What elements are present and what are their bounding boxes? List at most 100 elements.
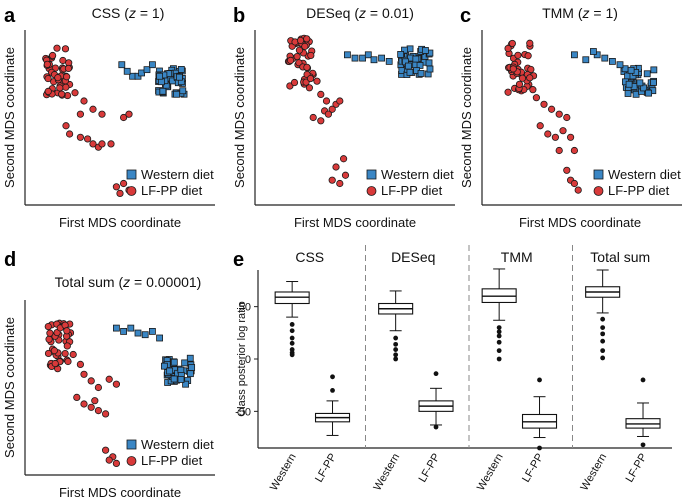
legend-western-label: Western diet <box>608 167 681 182</box>
western-point <box>359 54 367 62</box>
lfpp-point <box>80 97 88 105</box>
lfpp-point <box>504 88 512 96</box>
lfpp-point <box>328 105 336 113</box>
legend-western-label: Western diet <box>141 167 214 182</box>
lfpp-point <box>305 84 313 92</box>
lfpp-point <box>66 130 74 138</box>
lfpp-point <box>306 74 315 83</box>
lfpp-point <box>336 97 344 105</box>
lfpp-cluster <box>42 45 73 100</box>
lfpp-point <box>80 400 88 408</box>
x-tick-label: Western <box>371 452 402 493</box>
lfpp-point <box>290 78 299 87</box>
legend-lfpp-swatch <box>593 186 604 196</box>
legend-lfpp-label: LF-PP diet <box>141 453 203 468</box>
lfpp-point <box>303 35 311 43</box>
scatter-panel-c: c TMM (z = 1) Second MDS coordinate First M… <box>459 5 682 230</box>
legend-lfpp-label: LF-PP diet <box>381 183 443 198</box>
panel-title-open: ( <box>124 5 129 21</box>
legend-western-label: Western diet <box>141 437 214 452</box>
box-group-tmm: TMM Western LF-PP <box>468 245 558 493</box>
panel-title-method: Total sum <box>55 274 119 290</box>
lfpp-point <box>532 94 541 102</box>
group-title: CSS <box>295 249 324 265</box>
x-axis-label: First MDS coordinate <box>59 215 181 230</box>
western-point <box>422 47 429 54</box>
outlier-point <box>393 356 399 362</box>
lfpp-point <box>71 89 79 97</box>
western-point <box>181 359 189 367</box>
western-point <box>616 61 624 69</box>
lfpp-point <box>44 349 53 358</box>
lfpp-point <box>324 110 332 118</box>
western-cluster <box>160 354 196 388</box>
panel-title-z: z <box>582 5 590 21</box>
western-point <box>120 327 127 335</box>
lfpp-point <box>51 359 59 368</box>
lfpp-point <box>120 179 128 188</box>
outlier-point <box>496 348 502 354</box>
western-point <box>156 334 164 342</box>
lfpp-point <box>120 113 128 122</box>
western-point <box>113 324 120 332</box>
lfpp-point <box>313 77 321 85</box>
lfpp-point <box>563 166 571 174</box>
lfpp-point <box>336 179 344 188</box>
lfpp-point <box>50 347 58 355</box>
western-point <box>148 327 156 335</box>
outlier-point <box>330 374 335 380</box>
y-tick-label: 0 <box>245 354 251 366</box>
lfpp-point <box>105 375 113 383</box>
western-point <box>378 54 386 62</box>
lfpp-cluster <box>285 34 317 90</box>
outlier-point <box>600 355 606 361</box>
lfpp-point <box>63 73 71 81</box>
x-tick-label: LF-PP <box>417 452 443 485</box>
western-point <box>624 90 632 97</box>
panel-letter: b <box>233 5 245 27</box>
western-series <box>118 61 164 80</box>
western-point <box>416 62 424 69</box>
western-point <box>143 66 151 74</box>
western-point <box>127 324 135 332</box>
outlier-point <box>496 339 502 345</box>
lfpp-point <box>563 113 571 122</box>
lfpp-point <box>514 51 522 59</box>
panel-title: CSS (z = 1) <box>92 5 165 21</box>
lfpp-point <box>58 90 66 98</box>
y-tick-label: 50 <box>239 302 251 314</box>
panel-title-method: DESeq <box>306 5 354 21</box>
box-lf-pp: LF-PP <box>520 377 558 485</box>
y-axis-label: Second MDS coordinate <box>2 47 17 188</box>
lfpp-point <box>56 84 64 92</box>
lfpp-cluster <box>44 319 75 373</box>
lfpp-point <box>64 357 72 366</box>
western-point <box>177 66 185 73</box>
lfpp-point <box>87 403 95 411</box>
lfpp-point <box>98 110 106 118</box>
box-lf-pp: LF-PP <box>624 377 661 485</box>
lfpp-point <box>76 360 85 368</box>
box-western: Western <box>371 290 414 493</box>
y-axis-label: Second MDS coordinate <box>459 47 474 188</box>
scatter-panel-d: d Total sum (z = 0.00001) Second MDS coord… <box>2 249 215 500</box>
lfpp-point <box>540 100 548 108</box>
lfpp-point <box>574 186 582 194</box>
box-lf-pp: LF-PP <box>417 371 454 485</box>
x-tick-label: LF-PP <box>520 452 546 485</box>
western-point <box>176 73 183 81</box>
western-point <box>364 51 372 59</box>
western-point <box>582 56 590 64</box>
lfpp-point <box>341 171 350 179</box>
group-title: TMM <box>501 249 533 265</box>
y-tick-label: -50 <box>235 406 251 418</box>
outlier-point <box>640 377 646 383</box>
lfpp-point <box>526 39 534 47</box>
outlier-point <box>289 352 295 358</box>
lfpp-series <box>47 44 133 197</box>
lfpp-point <box>76 133 85 141</box>
lfpp-point <box>544 130 552 138</box>
